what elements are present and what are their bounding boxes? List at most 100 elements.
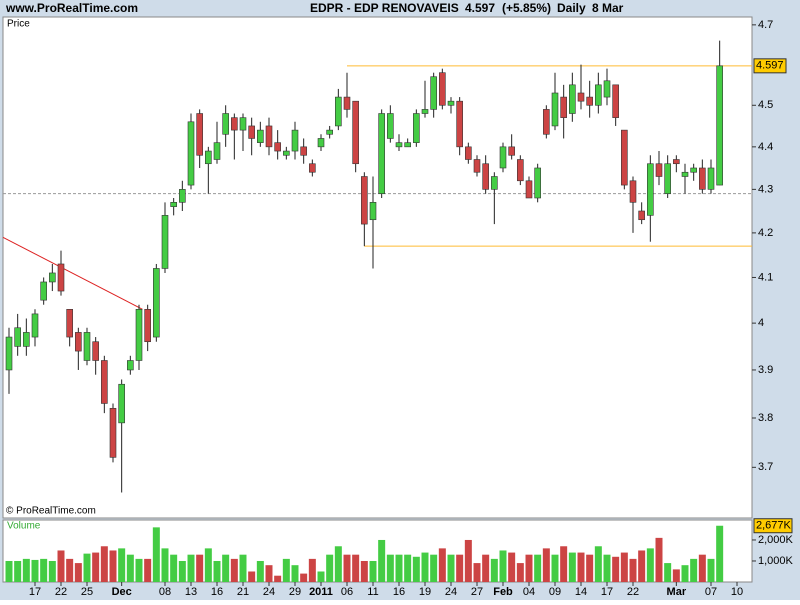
volume-bar — [525, 554, 533, 582]
candle-body — [413, 113, 420, 143]
x-tick-label: Feb — [493, 586, 513, 598]
volume-bar — [534, 554, 542, 582]
volume-bar — [170, 554, 178, 582]
candle-body — [508, 146, 515, 156]
volume-bar — [369, 560, 377, 582]
volume-bar — [577, 552, 585, 582]
candle-body — [664, 163, 671, 194]
volume-bar — [386, 554, 394, 582]
y-tick-label: 1,000K — [758, 555, 794, 567]
volume-bar — [152, 527, 160, 582]
volume-bar — [560, 546, 568, 582]
volume-bar — [326, 554, 334, 582]
volume-bar — [542, 548, 550, 582]
candle-body — [317, 138, 325, 148]
x-tick-label: 24 — [263, 586, 275, 598]
candle-body — [153, 268, 160, 338]
candle-body — [118, 383, 125, 424]
volume-bar — [265, 565, 273, 582]
volume-bar — [256, 560, 264, 582]
candle-body — [525, 180, 533, 199]
volume-bar — [620, 552, 628, 582]
volume-bar — [109, 550, 117, 582]
y-tick-label: 4.7 — [758, 19, 773, 31]
candle-body — [23, 332, 30, 347]
volume-bar — [100, 546, 108, 582]
candle-body — [31, 313, 39, 338]
x-tick-label: 19 — [419, 586, 431, 598]
candle-body — [534, 167, 541, 199]
volume-bar — [300, 573, 308, 582]
volume-bar — [31, 559, 39, 582]
volume-bar — [5, 560, 13, 582]
change: (+5.85%) — [502, 1, 551, 15]
candle-body — [274, 142, 281, 152]
current-box — [753, 58, 787, 74]
x-tick-label: 09 — [549, 586, 561, 598]
volume-bar — [118, 548, 126, 582]
x-tick-label: 11 — [367, 586, 378, 598]
panel-label: Price — [7, 19, 30, 30]
candle-body — [170, 202, 177, 207]
volume-bar — [698, 554, 706, 582]
candle-body — [257, 129, 264, 143]
x-tick-label: 08 — [159, 586, 171, 598]
volume-bar — [204, 548, 212, 582]
candle-body — [499, 146, 507, 169]
volume-bar — [430, 554, 438, 582]
volume-bar — [317, 571, 325, 582]
volume-bar — [222, 554, 230, 582]
candle-body — [57, 263, 65, 292]
volume-bar — [213, 560, 221, 582]
x-tick-label: 10 — [731, 586, 743, 598]
volume-bar — [568, 552, 576, 582]
candle-body — [83, 332, 91, 361]
candle-body — [404, 142, 411, 148]
candle-body — [673, 159, 680, 165]
volume-bar — [672, 569, 680, 582]
volume-bar — [456, 554, 464, 582]
y-tick-label: 4.2 — [758, 227, 773, 239]
candle-body — [300, 146, 307, 156]
current-box — [753, 518, 793, 534]
candle-body — [222, 113, 229, 135]
volume-bar — [716, 525, 724, 582]
y-tick-label: 4 — [758, 317, 764, 329]
candle-body — [352, 100, 359, 165]
candle-body — [369, 202, 377, 221]
volume-bar — [638, 550, 646, 582]
candle-body — [681, 171, 689, 177]
volume-bar — [40, 558, 48, 582]
volume-bar — [690, 558, 698, 582]
volume-bar — [83, 553, 91, 582]
x-tick-label: 06 — [341, 586, 353, 598]
volume-bar — [14, 560, 22, 582]
volume-bar — [629, 558, 637, 582]
candle-body — [430, 76, 437, 110]
candle-body — [551, 92, 559, 127]
candle-body — [543, 109, 550, 135]
volume-bar — [707, 558, 715, 582]
x-tick-label: 17 — [29, 586, 41, 598]
candle-body — [647, 163, 654, 216]
volume-bar — [664, 563, 672, 582]
candle-body — [335, 96, 342, 127]
candle-body — [187, 121, 195, 186]
candle-body — [283, 150, 290, 156]
candle-body — [248, 125, 255, 139]
volume-bar — [343, 554, 351, 582]
volume-bar — [655, 537, 663, 582]
volume-bar — [438, 548, 446, 582]
candle-body — [439, 72, 446, 106]
volume-bar — [48, 560, 56, 582]
candle-body — [621, 129, 628, 186]
x-tick-label: 27 — [471, 586, 483, 598]
volume-bar — [135, 558, 143, 582]
volume-bar — [126, 554, 134, 582]
volume-bar — [282, 558, 290, 582]
volume-bar — [681, 565, 689, 582]
y-tick-label: 4.5 — [758, 99, 773, 111]
volume-bar — [612, 556, 620, 582]
candle-body — [231, 117, 238, 131]
